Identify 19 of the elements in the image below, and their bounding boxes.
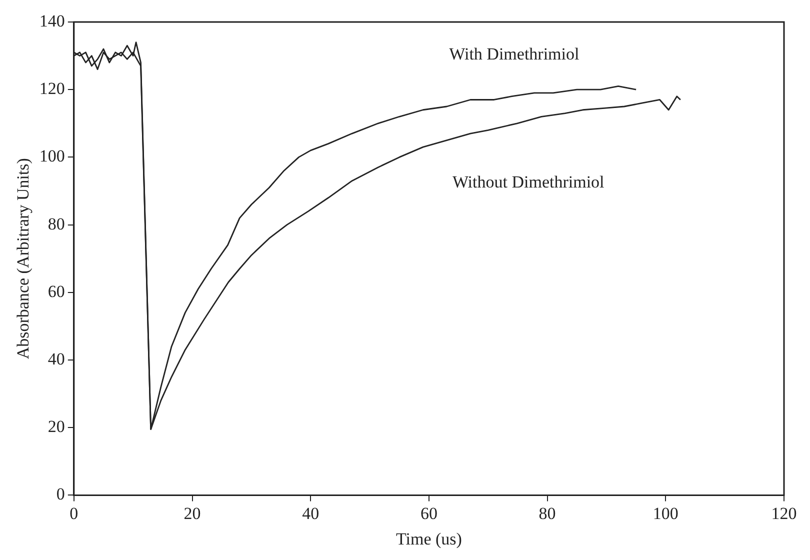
series-label: With Dimethrimiol <box>449 44 580 64</box>
x-tick-label: 100 <box>652 504 678 523</box>
y-tick-label: 40 <box>48 349 65 368</box>
y-tick-label: 140 <box>39 11 65 30</box>
x-tick-label: 40 <box>302 504 320 523</box>
y-tick-label: 60 <box>48 282 65 301</box>
y-tick-label: 80 <box>48 214 65 234</box>
x-tick-label: 60 <box>420 504 438 523</box>
x-tick-label: 80 <box>538 504 556 523</box>
series-label: Without Dimethrimiol <box>452 172 605 192</box>
x-tick-label: 0 <box>70 504 78 523</box>
y-axis-title: Absorbance (Arbitrary Units) <box>14 158 33 360</box>
y-tick-label: 100 <box>39 146 65 166</box>
y-tick-label: 120 <box>39 79 65 98</box>
x-tick-label: 20 <box>184 504 201 523</box>
x-axis-title: Time (us) <box>396 529 462 548</box>
x-tick-label: 120 <box>771 504 797 523</box>
y-tick-label: 0 <box>56 484 65 504</box>
y-tick-label: 20 <box>48 417 65 436</box>
